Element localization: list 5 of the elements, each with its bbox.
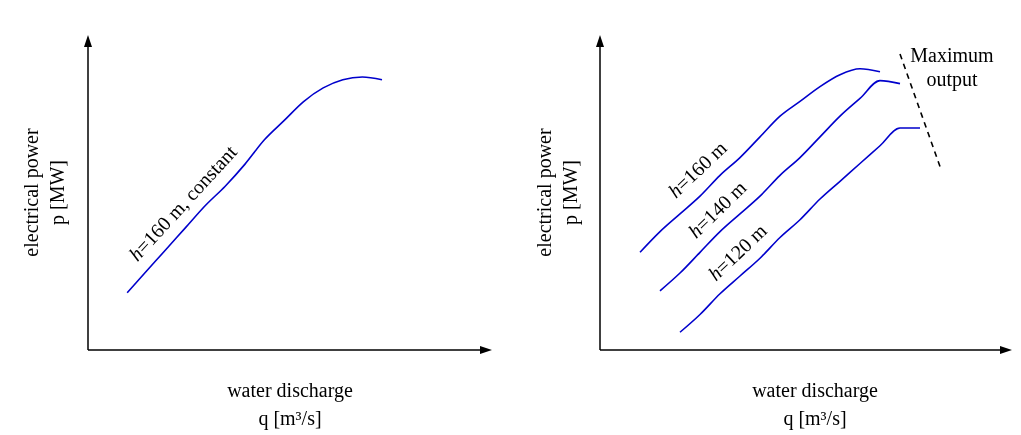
y-axis-title: electrical power p [MW]	[20, 128, 69, 257]
x-axis-title: water discharge q [m³/s]	[752, 379, 878, 430]
y-axis-title: electrical power p [MW]	[533, 128, 582, 257]
x-axis-title: water discharge q [m³/s]	[227, 379, 353, 430]
series-label: Maximum output	[910, 44, 995, 91]
